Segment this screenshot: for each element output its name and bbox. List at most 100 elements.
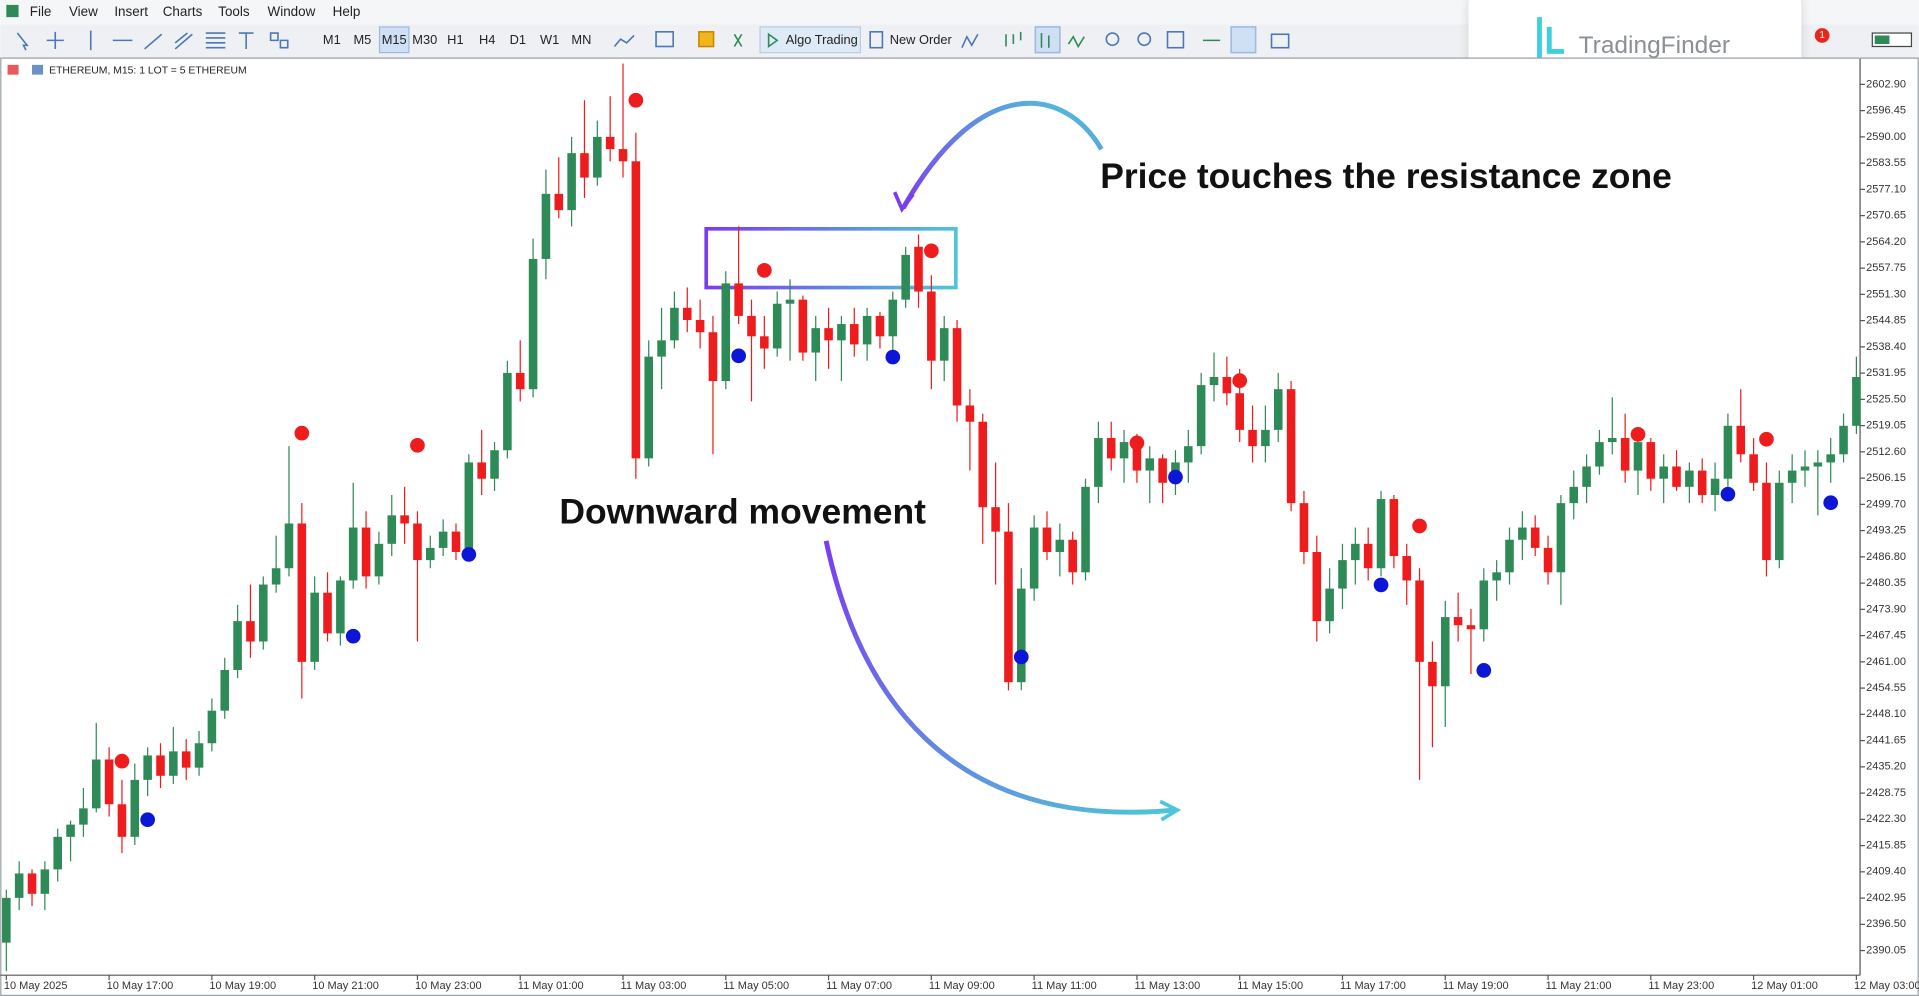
candle-body bbox=[875, 315, 885, 337]
timeframe-button[interactable]: M15 bbox=[382, 32, 407, 47]
arrow bbox=[901, 100, 1104, 210]
x-tick-label: 10 May 17:00 bbox=[107, 980, 174, 992]
candle-body bbox=[1672, 466, 1681, 487]
menu-item[interactable]: Insert bbox=[114, 4, 148, 19]
signal-dot bbox=[1759, 431, 1774, 447]
candle-body bbox=[1749, 454, 1758, 483]
toolbar-button[interactable]: New Order bbox=[890, 32, 953, 47]
candle-body bbox=[1569, 486, 1579, 504]
candle-body bbox=[1492, 572, 1501, 581]
candle-body bbox=[207, 710, 217, 744]
candle-body bbox=[1800, 466, 1810, 471]
app-icon bbox=[6, 4, 19, 18]
active-timeframe bbox=[378, 26, 410, 54]
menu-item[interactable]: Window bbox=[268, 4, 316, 19]
candle-body bbox=[1068, 539, 1077, 573]
x-tick-label: 11 May 19:00 bbox=[1443, 980, 1509, 992]
signal-dot bbox=[1373, 577, 1389, 593]
candle-body bbox=[400, 515, 409, 524]
candle-body bbox=[965, 405, 975, 422]
timeframe-button[interactable]: M5 bbox=[353, 32, 371, 47]
y-tick-label: 2396.50 bbox=[1866, 918, 1906, 930]
timeframe-button[interactable]: H1 bbox=[447, 32, 463, 47]
candle-body bbox=[695, 320, 705, 333]
candle-body bbox=[914, 246, 923, 292]
timeframe-button[interactable]: M30 bbox=[412, 32, 437, 47]
candle-body bbox=[117, 804, 127, 837]
candle-body bbox=[1453, 617, 1463, 626]
y-tick-label: 2402.95 bbox=[1866, 892, 1906, 904]
symbol-icon bbox=[7, 64, 19, 75]
x-tick-label: 10 May 23:00 bbox=[415, 980, 482, 992]
candle-body bbox=[1646, 442, 1656, 479]
candle-body bbox=[1466, 625, 1476, 630]
x-tick-label: 11 May 15:00 bbox=[1237, 980, 1303, 992]
signal-dot bbox=[924, 243, 939, 259]
candle-body bbox=[554, 193, 564, 211]
candle-body bbox=[760, 336, 769, 349]
candle-body bbox=[1787, 470, 1797, 483]
candle-body bbox=[1415, 580, 1424, 662]
candle-body bbox=[618, 149, 628, 162]
candle-body bbox=[323, 592, 332, 634]
candle-body bbox=[1813, 462, 1823, 467]
candle-body bbox=[477, 462, 486, 479]
timeframe-button[interactable]: W1 bbox=[540, 32, 559, 47]
candle-body bbox=[1826, 454, 1835, 463]
candle-body bbox=[143, 755, 152, 780]
plot: 2602.90 2596.45 2590.00 2583.55 2577.10 2570.… bbox=[2, 63, 1919, 992]
y-tick-label: 2583.55 bbox=[1866, 157, 1906, 169]
algo-button-bg bbox=[759, 26, 862, 54]
candle-body bbox=[1839, 425, 1848, 455]
candle-body bbox=[1017, 588, 1026, 683]
menu-item[interactable]: View bbox=[69, 4, 98, 19]
x-tick-label: 12 May 01:00 bbox=[1751, 980, 1818, 992]
candle-body bbox=[580, 153, 589, 178]
candle-body bbox=[927, 291, 936, 361]
candle-body bbox=[1736, 425, 1746, 455]
menu-item[interactable]: Charts bbox=[163, 4, 203, 19]
signal-dot bbox=[1168, 469, 1183, 485]
candle-body bbox=[1094, 438, 1103, 487]
candle-body bbox=[605, 136, 615, 150]
y-tick-label: 2596.45 bbox=[1866, 105, 1906, 117]
candle-body bbox=[1081, 486, 1090, 573]
battery-level bbox=[1874, 35, 1890, 45]
candle-body bbox=[53, 836, 62, 870]
candle-body bbox=[1775, 482, 1784, 561]
toolbar-button[interactable]: Algo Trading bbox=[786, 32, 858, 47]
menu-item[interactable]: Help bbox=[333, 4, 361, 19]
candle-body bbox=[1582, 466, 1591, 487]
candle-body bbox=[284, 523, 294, 569]
candle-body bbox=[1440, 617, 1450, 687]
x-tick-label: 11 May 09:00 bbox=[929, 980, 995, 992]
candle-body bbox=[1402, 556, 1412, 581]
candle-body bbox=[824, 328, 833, 341]
candle-body bbox=[1723, 425, 1733, 479]
timeframe-button[interactable]: H4 bbox=[479, 32, 495, 47]
signal-dot bbox=[1476, 663, 1492, 678]
candle-body bbox=[1620, 438, 1630, 471]
candle-body bbox=[644, 356, 653, 459]
timeframe-button[interactable]: M1 bbox=[323, 32, 341, 47]
x-tick-label: 11 May 17:00 bbox=[1340, 980, 1406, 992]
candle-body bbox=[798, 299, 808, 353]
candle-body bbox=[1556, 503, 1566, 573]
signal-dot bbox=[885, 349, 901, 365]
menu-item[interactable]: File bbox=[30, 4, 52, 19]
y-tick-label: 2435.20 bbox=[1866, 761, 1906, 773]
timeframe-button[interactable]: D1 bbox=[510, 32, 526, 47]
candle-body bbox=[528, 258, 538, 390]
y-tick-label: 2506.15 bbox=[1866, 472, 1906, 484]
candle-body bbox=[1505, 539, 1514, 573]
x-tick-label: 12 May 03:00 bbox=[1854, 980, 1919, 992]
arrow-head bbox=[1159, 799, 1182, 822]
candle-body bbox=[1004, 531, 1013, 683]
timeframe-button[interactable]: MN bbox=[571, 32, 591, 47]
candle-body bbox=[79, 808, 88, 825]
candle-body bbox=[1055, 539, 1065, 552]
menu-item[interactable]: Tools bbox=[218, 4, 250, 19]
candle-body bbox=[1325, 588, 1334, 622]
signal-dot bbox=[410, 438, 425, 453]
